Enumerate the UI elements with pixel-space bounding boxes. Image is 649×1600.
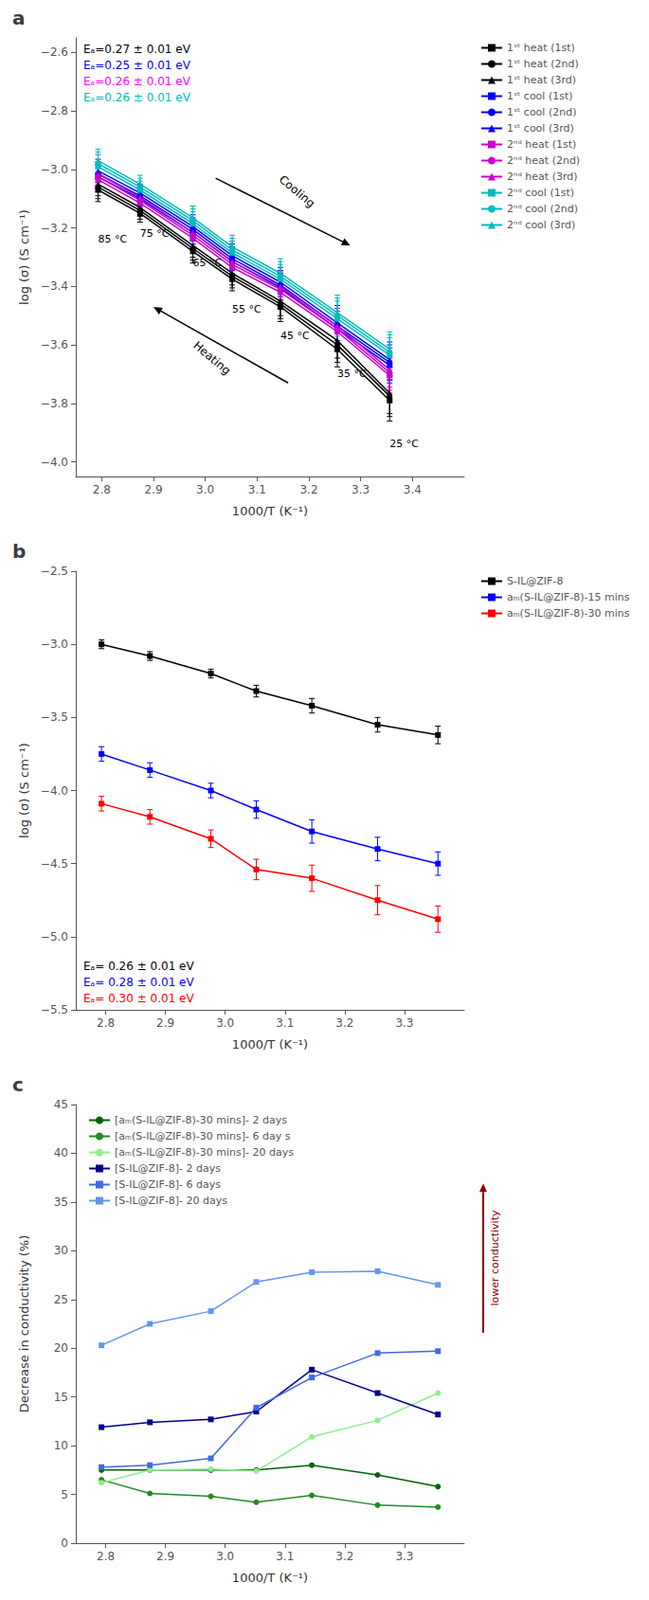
svg-text:−3.0: −3.0 <box>40 162 69 177</box>
svg-text:[S-IL@ZIF-8]- 2 days: [S-IL@ZIF-8]- 2 days <box>114 1162 221 1175</box>
svg-text:−5.0: −5.0 <box>40 930 69 944</box>
svg-text:Decrease in conductivity (%): Decrease in conductivity (%) <box>17 1235 32 1413</box>
svg-text:2ⁿᵈ cool (3rd): 2ⁿᵈ cool (3rd) <box>506 218 576 232</box>
svg-text:30: 30 <box>54 1243 69 1258</box>
svg-text:2ⁿᵈ heat (3rd): 2ⁿᵈ heat (3rd) <box>506 170 578 183</box>
svg-text:Eₐ=0.26 ± 0.01 eV: Eₐ=0.26 ± 0.01 eV <box>83 90 192 105</box>
svg-text:2.9: 2.9 <box>156 1550 175 1564</box>
svg-text:3.3: 3.3 <box>395 1550 414 1564</box>
svg-text:−4.5: −4.5 <box>40 857 69 871</box>
svg-text:aₘ(S-IL@ZIF-8)-15 mins: aₘ(S-IL@ZIF-8)-15 mins <box>506 591 631 604</box>
svg-text:−5.5: −5.5 <box>40 1003 69 1017</box>
svg-text:2ⁿᵈ cool (2nd): 2ⁿᵈ cool (2nd) <box>506 202 578 216</box>
svg-text:−3.6: −3.6 <box>40 338 69 352</box>
svg-text:[S-IL@ZIF-8]- 6 days: [S-IL@ZIF-8]- 6 days <box>114 1178 221 1191</box>
svg-text:3.1: 3.1 <box>275 1550 294 1564</box>
svg-text:35 °C: 35 °C <box>337 367 367 380</box>
svg-text:55 °C: 55 °C <box>232 303 262 316</box>
svg-text:2.8: 2.8 <box>96 1016 115 1030</box>
svg-text:1000/T (K⁻¹): 1000/T (K⁻¹) <box>232 1037 308 1052</box>
svg-text:Eₐ=0.26 ± 0.01 eV: Eₐ=0.26 ± 0.01 eV <box>83 74 192 89</box>
svg-text:2ⁿᵈ heat (1st): 2ⁿᵈ heat (1st) <box>506 138 577 151</box>
svg-text:75 °C: 75 °C <box>140 227 170 240</box>
svg-text:a: a <box>12 6 26 30</box>
svg-text:5: 5 <box>60 1488 69 1502</box>
svg-text:[aₘ(S-IL@ZIF-8)-30 mins]- 2 da: [aₘ(S-IL@ZIF-8)-30 mins]- 2 days <box>114 1114 288 1127</box>
svg-text:2.8: 2.8 <box>96 1550 115 1564</box>
svg-text:1ˢᵗ heat (3rd): 1ˢᵗ heat (3rd) <box>506 73 577 87</box>
svg-text:−3.0: −3.0 <box>40 637 69 651</box>
svg-text:45: 45 <box>54 1098 69 1112</box>
svg-text:85 °C: 85 °C <box>98 233 128 246</box>
svg-text:Eₐ= 0.26 ± 0.01 eV: Eₐ= 0.26 ± 0.01 eV <box>83 959 195 974</box>
svg-text:1ˢᵗ cool (2nd): 1ˢᵗ cool (2nd) <box>506 106 577 119</box>
svg-text:15: 15 <box>54 1390 69 1405</box>
svg-text:45 °C: 45 °C <box>280 329 310 343</box>
svg-text:−3.5: −3.5 <box>40 710 69 724</box>
svg-text:3.0: 3.0 <box>196 483 215 497</box>
svg-text:40: 40 <box>54 1146 69 1160</box>
svg-text:2.8: 2.8 <box>92 483 111 497</box>
svg-text:3.2: 3.2 <box>335 1016 354 1030</box>
svg-text:−3.2: −3.2 <box>40 221 69 235</box>
svg-text:1ˢᵗ heat (2nd): 1ˢᵗ heat (2nd) <box>506 57 579 71</box>
svg-text:3.4: 3.4 <box>403 483 422 497</box>
svg-text:−4.0: −4.0 <box>40 455 69 469</box>
svg-text:[S-IL@ZIF-8]- 20 days: [S-IL@ZIF-8]- 20 days <box>114 1194 228 1208</box>
svg-text:S-IL@ZIF-8: S-IL@ZIF-8 <box>506 575 563 588</box>
svg-text:1ˢᵗ cool (1st): 1ˢᵗ cool (1st) <box>506 90 574 103</box>
svg-text:Heating: Heating <box>190 338 234 378</box>
svg-text:3.0: 3.0 <box>216 1550 235 1564</box>
svg-text:−2.5: −2.5 <box>40 564 69 578</box>
svg-text:25: 25 <box>54 1293 69 1307</box>
svg-text:log (σ) (S cm⁻¹): log (σ) (S cm⁻¹) <box>17 209 32 306</box>
svg-text:−4.0: −4.0 <box>40 784 69 798</box>
svg-text:1000/T (K⁻¹): 1000/T (K⁻¹) <box>232 1570 308 1586</box>
svg-text:2ⁿᵈ cool (1st): 2ⁿᵈ cool (1st) <box>506 186 575 199</box>
svg-text:−2.8: −2.8 <box>40 104 69 118</box>
svg-text:1000/T (K⁻¹): 1000/T (K⁻¹) <box>232 504 308 519</box>
svg-text:2ⁿᵈ heat (2nd): 2ⁿᵈ heat (2nd) <box>506 154 580 167</box>
svg-text:Eₐ= 0.30 ± 0.01 eV: Eₐ= 0.30 ± 0.01 eV <box>83 991 195 1006</box>
svg-text:3.0: 3.0 <box>216 1016 235 1030</box>
svg-text:2.9: 2.9 <box>144 483 163 497</box>
svg-text:−2.6: −2.6 <box>40 45 69 59</box>
svg-text:Eₐ=0.27 ± 0.01 eV: Eₐ=0.27 ± 0.01 eV <box>83 42 192 56</box>
svg-text:b: b <box>12 540 26 563</box>
svg-text:3.2: 3.2 <box>299 483 318 497</box>
svg-text:[aₘ(S-IL@ZIF-8)-30 mins]- 6 da: [aₘ(S-IL@ZIF-8)-30 mins]- 6 day s <box>114 1130 291 1143</box>
svg-text:1ˢᵗ heat (1st): 1ˢᵗ heat (1st) <box>506 41 576 55</box>
svg-text:Eₐ=0.25 ± 0.01 eV: Eₐ=0.25 ± 0.01 eV <box>83 58 192 73</box>
svg-text:20: 20 <box>54 1341 69 1355</box>
svg-text:1ˢᵗ cool (3rd): 1ˢᵗ cool (3rd) <box>506 122 575 135</box>
svg-text:log (σ) (S cm⁻¹): log (σ) (S cm⁻¹) <box>17 742 32 839</box>
svg-text:c: c <box>12 1073 24 1097</box>
svg-text:[aₘ(S-IL@ZIF-8)-30 mins]- 20 d: [aₘ(S-IL@ZIF-8)-30 mins]- 20 days <box>114 1146 294 1159</box>
svg-text:aₘ(S-IL@ZIF-8)-30 mins: aₘ(S-IL@ZIF-8)-30 mins <box>506 607 631 620</box>
svg-text:−3.4: −3.4 <box>40 279 69 293</box>
svg-text:65 °C: 65 °C <box>193 256 223 270</box>
svg-text:3.1: 3.1 <box>248 483 267 497</box>
svg-text:Cooling: Cooling <box>276 172 318 211</box>
svg-text:3.3: 3.3 <box>395 1016 414 1030</box>
svg-text:2.9: 2.9 <box>156 1016 175 1030</box>
svg-text:Eₐ= 0.28 ± 0.01 eV: Eₐ= 0.28 ± 0.01 eV <box>83 975 195 990</box>
svg-text:lower conductivity: lower conductivity <box>488 1209 502 1307</box>
svg-text:3.2: 3.2 <box>335 1550 354 1564</box>
svg-text:3.3: 3.3 <box>351 483 370 497</box>
svg-text:35: 35 <box>54 1195 69 1209</box>
svg-text:25 °C: 25 °C <box>389 437 419 451</box>
svg-text:−3.8: −3.8 <box>40 396 69 411</box>
svg-text:3.1: 3.1 <box>275 1016 294 1030</box>
svg-text:10: 10 <box>54 1439 69 1453</box>
svg-text:0: 0 <box>60 1536 69 1551</box>
